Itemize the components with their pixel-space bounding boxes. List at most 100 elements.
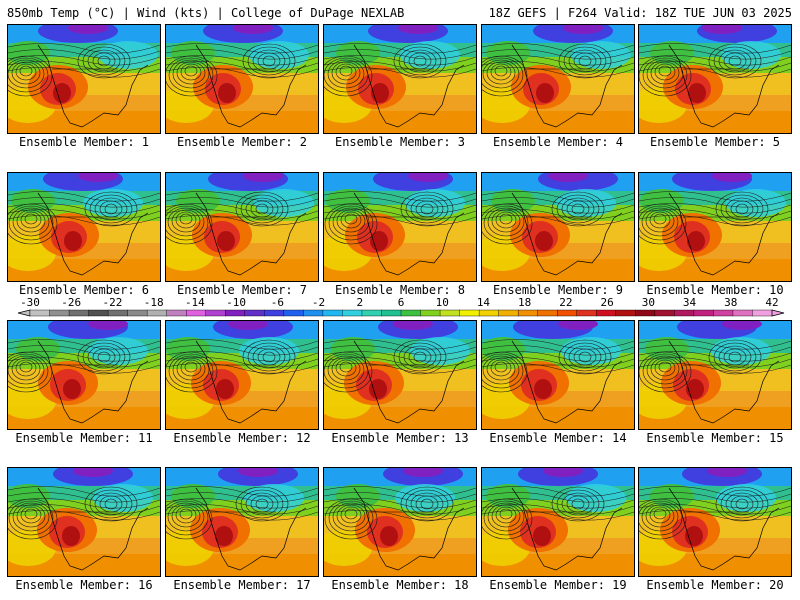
colorbar-segment — [107, 309, 129, 317]
ensemble-member-label: Ensemble Member: 6 — [18, 283, 150, 297]
ensemble-member-label: Ensemble Member: 20 — [646, 578, 784, 592]
colorbar-tick-label: 38 — [724, 296, 737, 309]
ensemble-member-label: Ensemble Member: 1 — [18, 135, 150, 149]
colorbar-segment — [49, 309, 70, 317]
colorbar-segment — [635, 309, 656, 317]
ensemble-member-label: Ensemble Member: 19 — [489, 578, 627, 592]
ensemble-map-panel — [165, 467, 319, 577]
colorbar-segment — [576, 309, 597, 317]
colorbar-segment — [752, 309, 773, 317]
ensemble-member-label: Ensemble Member: 7 — [176, 283, 308, 297]
colorbar-segment — [537, 309, 558, 317]
colorbar-segment — [478, 309, 500, 317]
ensemble-map-panel — [323, 320, 477, 430]
colorbar-segment — [596, 309, 617, 317]
colorbar-tick-label: -10 — [226, 296, 246, 309]
colorbar-tick-label: -18 — [144, 296, 164, 309]
colorbar-tick-label: 14 — [477, 296, 491, 309]
colorbar-segment — [381, 309, 402, 317]
ensemble-member-label: Ensemble Member: 4 — [492, 135, 624, 149]
ensemble-map-panel — [638, 172, 792, 282]
ensemble-map-panel — [638, 467, 792, 577]
colorbar-right-arrow — [771, 309, 785, 317]
ensemble-member-label: Ensemble Member: 2 — [176, 135, 308, 149]
colorbar-tick-label: -22 — [103, 296, 123, 309]
model-run-info: 18Z GEFS | F264 Valid: 18Z TUE JUN 03 20… — [488, 6, 792, 20]
colorbar-tick-label: 42 — [765, 296, 778, 309]
colorbar-segment — [674, 309, 695, 317]
colorbar-tick-label: 30 — [642, 296, 655, 309]
colorbar-segment — [400, 309, 422, 317]
ensemble-map-panel — [638, 320, 792, 430]
ensemble-member-label: Ensemble Member: 12 — [173, 431, 311, 445]
ensemble-map-panel — [323, 24, 477, 134]
colorbar-tick-label: 22 — [559, 296, 572, 309]
colorbar-tick-label: 10 — [436, 296, 449, 309]
colorbar-tick-label: -14 — [185, 296, 205, 309]
colorbar-segment — [166, 309, 187, 317]
colorbar-segment — [654, 309, 675, 317]
ensemble-member-label: Ensemble Member: 15 — [646, 431, 784, 445]
colorbar-segment — [68, 309, 90, 317]
colorbar-tick-label: 2 — [356, 296, 363, 309]
colorbar-segment — [459, 309, 480, 317]
colorbar-segment — [342, 309, 363, 317]
colorbar-tick-label: -6 — [271, 296, 284, 309]
colorbar-segment — [322, 309, 343, 317]
ensemble-member-label: Ensemble Member: 5 — [649, 135, 781, 149]
ensemble-member-label: Ensemble Member: 8 — [334, 283, 466, 297]
ensemble-map-panel — [7, 467, 161, 577]
ensemble-member-label: Ensemble Member: 3 — [334, 135, 466, 149]
colorbar-segment — [361, 309, 382, 317]
ensemble-map-panel — [481, 172, 635, 282]
ensemble-member-label: Ensemble Member: 17 — [173, 578, 311, 592]
colorbar-segment — [420, 309, 441, 317]
ensemble-member-label: Ensemble Member: 11 — [15, 431, 153, 445]
ensemble-map-panel — [638, 24, 792, 134]
temperature-colorbar: -30 -26 -22 -18 -14 -10 -6 -2 2 6 10 14 18 22 26 30 34 38… — [17, 296, 785, 317]
colorbar-segment — [88, 309, 109, 317]
colorbar-segment — [713, 309, 734, 317]
colorbar-segment — [732, 309, 753, 317]
ensemble-map-panel — [7, 24, 161, 134]
ensemble-map-panel — [7, 320, 161, 430]
ensemble-map-panel — [7, 172, 161, 282]
ensemble-map-panel — [481, 467, 635, 577]
ensemble-member-label: Ensemble Member: 16 — [15, 578, 153, 592]
colorbar-segment — [439, 309, 461, 317]
colorbar-tick-label: -26 — [61, 296, 81, 309]
colorbar-segment — [615, 309, 636, 317]
colorbar-segment — [146, 309, 168, 317]
colorbar-left-arrow — [17, 309, 31, 317]
ensemble-member-label: Ensemble Member: 9 — [492, 283, 624, 297]
map-title: 850mb Temp (°C) | Wind (kts) | College o… — [7, 6, 405, 20]
ensemble-map-panel — [165, 24, 319, 134]
colorbar-segment — [127, 309, 148, 317]
colorbar-tick-label: 26 — [600, 296, 613, 309]
colorbar-tick-label: 18 — [518, 296, 531, 309]
colorbar-segment — [186, 309, 207, 317]
colorbar-segment — [29, 309, 51, 317]
ensemble-map-panel — [323, 467, 477, 577]
colorbar-segment — [283, 309, 304, 317]
ensemble-map-panel — [165, 172, 319, 282]
ensemble-map-panel — [481, 320, 635, 430]
colorbar-segment — [225, 309, 246, 317]
colorbar-tick-label: 6 — [398, 296, 405, 309]
ensemble-map-panel — [323, 172, 477, 282]
ensemble-map-panel — [481, 24, 635, 134]
colorbar-segment — [264, 309, 285, 317]
ensemble-member-label: Ensemble Member: 10 — [646, 283, 784, 297]
colorbar-tick-label: 34 — [683, 296, 697, 309]
ensemble-member-label: Ensemble Member: 13 — [331, 431, 469, 445]
ensemble-map-panel — [165, 320, 319, 430]
colorbar-segment — [498, 309, 519, 317]
colorbar-segment — [557, 309, 578, 317]
colorbar-segment — [244, 309, 265, 317]
colorbar-segment — [205, 309, 226, 317]
ensemble-member-label: Ensemble Member: 14 — [489, 431, 627, 445]
ensemble-member-label: Ensemble Member: 18 — [331, 578, 469, 592]
colorbar-segment — [517, 309, 539, 317]
colorbar-segment — [303, 309, 324, 317]
colorbar-tick-label: -2 — [312, 296, 325, 309]
